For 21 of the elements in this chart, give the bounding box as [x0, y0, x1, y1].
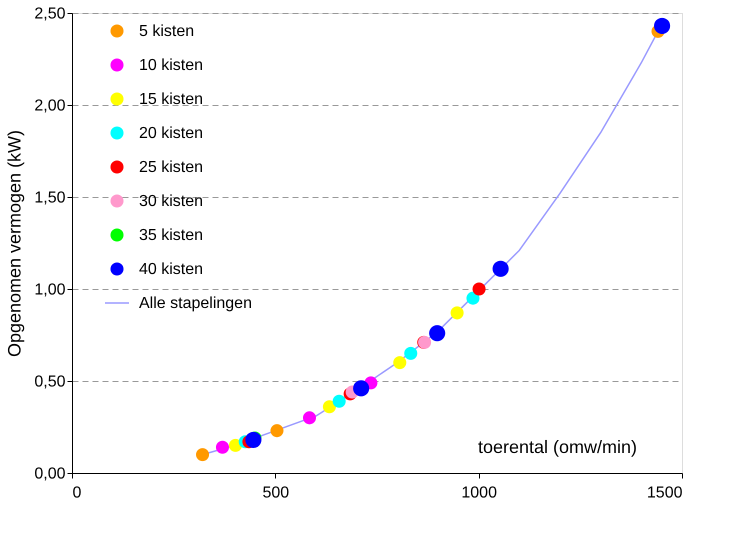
x-tick-label: 0: [72, 484, 82, 502]
legend-label: 40 kisten: [139, 261, 204, 278]
legend-label: 20 kisten: [139, 125, 204, 142]
y-tick-label: 1,50: [34, 190, 66, 206]
y-tick-label: 0,00: [34, 466, 66, 482]
x-tick-label: 500: [262, 484, 290, 502]
x-tick-label: 1000: [461, 484, 498, 502]
y-tick-label: 1,00: [34, 282, 66, 298]
y-tick-label: 0,50: [34, 374, 66, 390]
y-tick-label: 2,00: [34, 98, 66, 114]
legend-label: 30 kisten: [139, 193, 204, 210]
y-tick-label: 2,50: [34, 6, 66, 22]
legend-label: Alle stapelingen: [139, 295, 252, 312]
legend-label: 25 kisten: [139, 159, 204, 176]
legend-label: 35 kisten: [139, 227, 204, 244]
legend-label: 15 kisten: [139, 91, 204, 108]
legend-label: 10 kisten: [139, 57, 204, 74]
legend-label: 5 kisten: [139, 23, 194, 40]
x-tick-label: 1500: [646, 484, 683, 502]
y-axis-title: Opgenomen vermogen (kW): [4, 130, 24, 358]
x-axis-title: toerental (omw/min): [478, 437, 637, 457]
